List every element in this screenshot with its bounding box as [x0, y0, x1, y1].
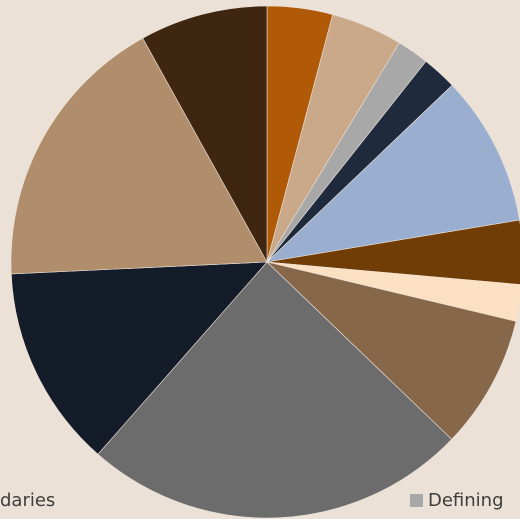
pie-slice-7 [265, 261, 517, 440]
legend-item-0: daries [0, 486, 55, 514]
pie-slice-4 [266, 84, 520, 263]
legend-label-0: daries [0, 489, 56, 511]
pie-slice-10 [10, 37, 268, 275]
legend-label-1: Defining [428, 489, 504, 511]
pie-slice-8 [97, 261, 453, 519]
pie-slice-9 [10, 261, 268, 455]
legend-item-1: Defining [410, 486, 504, 514]
legend-swatch-1 [410, 493, 423, 507]
pie-slice-11 [142, 5, 268, 264]
